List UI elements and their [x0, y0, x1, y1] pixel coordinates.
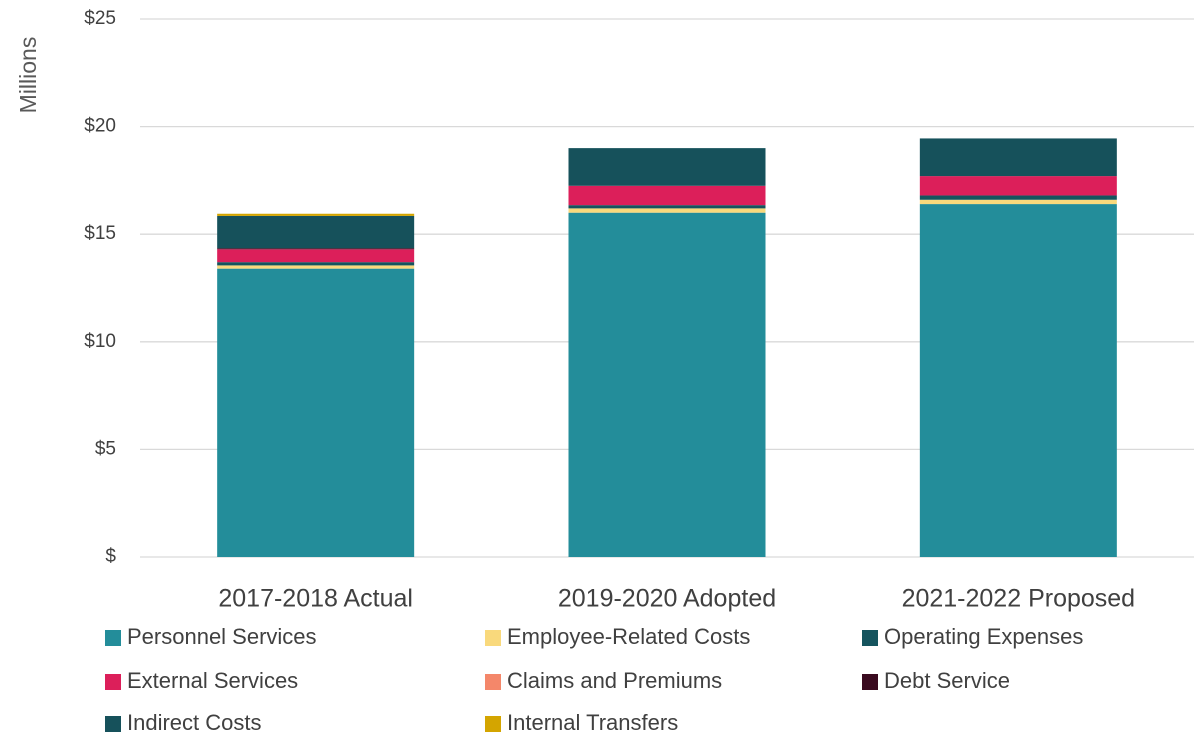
x-tick-label: 2017-2018 Actual	[218, 585, 413, 613]
bar-segment	[919, 204, 1117, 557]
legend-label: Personnel Services	[127, 624, 317, 649]
y-tick-label: $25	[84, 8, 116, 29]
legend-label: Debt Service	[884, 668, 1010, 693]
legend-swatch	[862, 630, 878, 646]
bar-segment	[217, 265, 415, 269]
y-tick-label: $15	[84, 223, 116, 244]
bar-segment	[919, 138, 1117, 177]
legend-label: Employee-Related Costs	[507, 624, 750, 649]
bar-segment	[568, 208, 766, 213]
bar-segment	[217, 262, 415, 266]
y-tick-label: $10	[84, 331, 116, 352]
bar-segment	[217, 249, 415, 263]
legend-label: Claims and Premiums	[507, 668, 722, 693]
legend-label: Internal Transfers	[507, 710, 678, 735]
legend-swatch	[105, 630, 121, 646]
bar-segment	[568, 212, 766, 557]
legend-label: Indirect Costs	[127, 710, 262, 735]
legend-swatch	[105, 716, 121, 732]
legend-swatch	[485, 716, 501, 732]
legend-label: External Services	[127, 668, 298, 693]
legend-swatch	[485, 674, 501, 690]
legend-swatch	[105, 674, 121, 690]
bar-segment	[217, 213, 415, 216]
bar-segment	[217, 248, 415, 250]
bar-segment	[568, 205, 766, 209]
y-axis-title: Millions	[15, 37, 41, 114]
legend-swatch	[485, 630, 501, 646]
x-tick-label: 2019-2020 Adopted	[558, 585, 776, 613]
legend-label: Operating Expenses	[884, 624, 1083, 649]
bar-segment	[568, 148, 766, 186]
bar-segment	[568, 185, 766, 206]
bar-segment	[919, 176, 1117, 196]
bar-segment	[217, 268, 415, 557]
bar-segment	[919, 195, 1117, 200]
x-tick-label: 2021-2022 Proposed	[902, 585, 1136, 613]
y-tick-label: $5	[95, 438, 116, 459]
y-tick-label: $	[105, 546, 116, 567]
y-tick-label: $20	[84, 116, 116, 137]
bar-segment	[217, 215, 415, 249]
legend-swatch	[862, 674, 878, 690]
bar-segment	[919, 199, 1117, 205]
